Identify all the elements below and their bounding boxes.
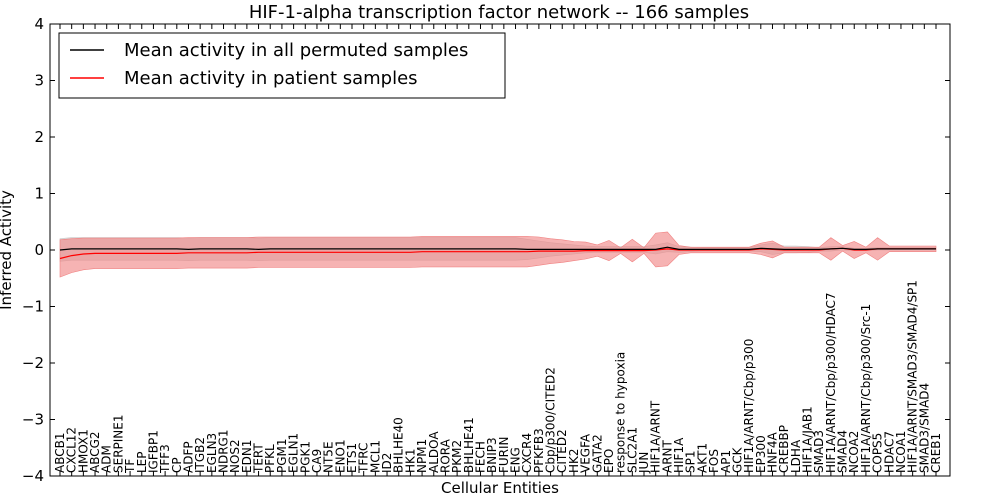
y-axis-label: Inferred Activity	[0, 190, 15, 310]
x-category-label: CA9	[310, 449, 324, 473]
x-category-label: PFKL	[263, 444, 277, 473]
x-category-label: PGK1	[298, 441, 312, 473]
x-category-label: SERPINE1	[111, 414, 125, 473]
x-category-label: AP1	[719, 450, 733, 473]
x-category-label: SLC2A1	[625, 427, 639, 473]
x-category-label: EGLN3	[205, 433, 219, 473]
x-category-label: ADFP	[182, 441, 196, 473]
x-category-label: HIF1A/ARNT/Cbp/p300/Src-1	[859, 304, 873, 473]
x-category-label: SMAD4	[836, 430, 850, 473]
x-category-label: FOS	[707, 449, 721, 473]
x-category-label: PFKFB3	[532, 428, 546, 473]
x-category-label: HIF1A/ARNT/Cbp/p300/HDAC7	[824, 292, 838, 473]
x-category-label: GCK	[730, 446, 744, 473]
x-category-label: SMAD3	[812, 430, 826, 473]
x-category-label: TERT	[252, 443, 266, 474]
x-category-label: COPS5	[871, 433, 885, 473]
x-category-label: TF	[123, 459, 137, 474]
x-category-label: CITED2	[555, 429, 569, 473]
x-category-label: NCOA2	[847, 431, 861, 473]
x-category-label: ADM	[100, 445, 114, 473]
series-lines	[59, 246, 936, 260]
line-series-0	[59, 246, 936, 251]
x-category-label: EPO	[602, 449, 616, 473]
x-category-label: PGM1	[275, 438, 289, 473]
x-category-label: LDHA	[789, 439, 803, 473]
x-category-label: HNF4A	[766, 431, 780, 473]
x-category-label: HMOX1	[76, 429, 90, 473]
x-category-label: HIF1A/ARNT	[649, 400, 663, 473]
x-category-label: NCOA1	[894, 431, 908, 473]
x-category-label: ENO1	[333, 439, 347, 473]
x-category-label: HIF1A	[672, 437, 686, 473]
y-tick-label: 2	[34, 128, 44, 146]
x-category-label: NPM1	[415, 439, 429, 473]
x-category-label: FECH	[474, 441, 488, 473]
x-category-label: HIF1A/ARNT/Cbp/p300	[742, 339, 756, 473]
x-category-label: RORA	[438, 438, 452, 473]
x-axis: ABCB1CXCL12HMOX1ABCG2ADMSERPINE1TFLEPIGF…	[53, 24, 943, 476]
confidence-bands	[59, 231, 937, 278]
x-category-label: EDN1	[240, 440, 254, 473]
x-category-label: NT5E	[322, 441, 336, 473]
x-category-label: GATA2	[590, 434, 604, 473]
x-category-label: EGLN1	[287, 433, 301, 473]
y-tick-label: −2	[22, 354, 44, 372]
x-category-label: CXCR4	[520, 433, 534, 473]
x-category-label: VEGFA	[579, 433, 593, 473]
x-category-label: response to hypoxia	[614, 352, 628, 473]
y-tick-label: 0	[34, 241, 44, 259]
x-category-label: ABCB1	[53, 433, 67, 473]
x-category-label: JUN	[637, 452, 651, 474]
chart-title: HIF-1-alpha transcription factor network…	[249, 2, 749, 23]
x-category-label: CREBBP	[777, 425, 791, 473]
x-category-label: ARNT	[660, 439, 674, 473]
x-category-label: HDAC7	[882, 431, 896, 473]
x-category-label: EP300	[754, 435, 768, 473]
x-category-label: ENG	[509, 447, 523, 473]
x-category-label: TFF3	[158, 444, 172, 474]
y-axis: 4 3 2 1 0 −1 −2 −3 −4	[22, 15, 950, 485]
x-category-label: ID2	[380, 453, 394, 473]
y-tick-label: 1	[34, 185, 44, 203]
legend-label-1: Mean activity in patient samples	[124, 68, 418, 89]
x-category-label: FURIN	[497, 436, 511, 473]
legend-label-0: Mean activity in all permuted samples	[124, 40, 468, 61]
x-category-label: HIF1A/ARNT/SMAD3/SMAD4/SP1	[906, 280, 920, 473]
x-category-label: ABCG2	[88, 431, 102, 473]
x-category-label: TFRC	[357, 443, 371, 474]
y-tick-label: −1	[22, 298, 44, 316]
legend-box	[58, 32, 506, 99]
x-category-label: ITGB2	[193, 437, 207, 473]
x-category-label: NOS2	[228, 439, 242, 473]
x-category-label: SP1	[684, 451, 698, 474]
y-tick-label: 4	[34, 15, 44, 33]
x-category-label: BNIP3	[485, 437, 499, 473]
x-category-label: AKT1	[695, 443, 709, 473]
x-category-label: BHLHE41	[462, 417, 476, 473]
x-category-label: ETS1	[345, 443, 359, 473]
y-tick-label: −3	[22, 411, 44, 429]
x-category-label: Cbp/p300/CITED2	[544, 367, 558, 473]
x-category-label: NDRG1	[217, 430, 231, 474]
x-category-label: CREB1	[929, 433, 943, 473]
x-axis-label: Cellular Entities	[441, 479, 559, 497]
x-category-label: CP	[170, 457, 184, 473]
x-category-label: ALDOA	[427, 431, 441, 473]
x-category-label: IGFBP1	[146, 430, 160, 473]
y-tick-label: −4	[22, 467, 44, 485]
band-series-1	[59, 231, 937, 278]
x-category-label: LEP	[135, 451, 149, 473]
x-category-label: PKM2	[450, 440, 464, 473]
x-category-label: HK1	[403, 448, 417, 473]
x-category-label: MCL1	[368, 440, 382, 473]
x-category-label: HK2	[567, 448, 581, 473]
y-tick-label: 3	[34, 72, 44, 90]
x-category-label: HIF1A/JAB1	[801, 406, 815, 473]
x-category-label: BHLHE40	[392, 417, 406, 473]
legend: Mean activity in all permuted samples Mea…	[58, 32, 506, 99]
x-category-label: SMAD3/SMAD4	[917, 383, 931, 473]
x-category-label: CXCL12	[65, 427, 79, 473]
